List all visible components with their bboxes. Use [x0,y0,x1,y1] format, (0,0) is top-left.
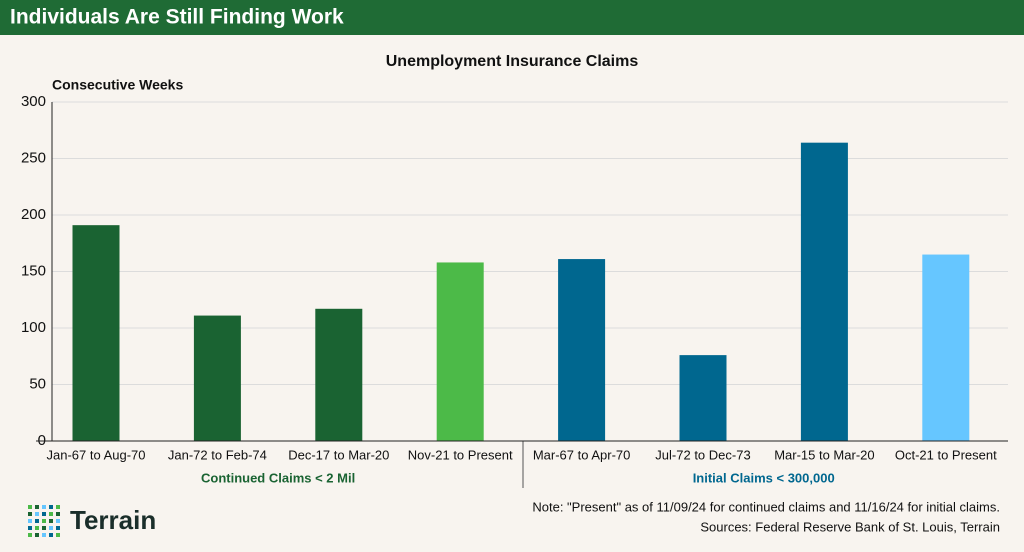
logo-dot [56,526,60,530]
bar [558,259,606,441]
bar [193,315,241,441]
bar [72,225,120,441]
logo-dot [28,526,32,530]
bar [315,308,363,441]
x-tick-label: Jan-67 to Aug-70 [46,447,145,462]
logo-dot [49,526,53,530]
logo-dot [42,519,46,523]
y-tick-label: 300 [21,93,46,110]
y-tick-label: 0 [38,432,46,449]
header-bar [0,0,1024,35]
logo-text: Terrain [70,505,156,535]
logo-dot [49,512,53,516]
logo-dot [49,533,53,537]
logo-dot [49,505,53,509]
y-tick-label: 150 [21,262,46,279]
logo-dot [28,533,32,537]
bar [679,355,727,441]
source: Sources: Federal Reserve Bank of St. Lou… [700,519,1000,534]
logo-dot [56,519,60,523]
y-tick-label: 250 [21,149,46,166]
logo-dot [28,512,32,516]
logo-dot [56,505,60,509]
y-axis-title: Consecutive Weeks [52,77,183,93]
note: Note: "Present" as of 11/09/24 for conti… [532,499,1000,514]
y-tick-label: 100 [21,319,46,336]
chart-title: Unemployment Insurance Claims [386,53,639,70]
bar [922,254,970,441]
logo-dot [42,533,46,537]
x-tick-label: Jul-72 to Dec-73 [655,447,750,462]
x-tick-label: Jan-72 to Feb-74 [168,447,267,462]
logo-dot [35,512,39,516]
group-label: Continued Claims < 2 Mil [201,470,355,485]
logo-dot [28,519,32,523]
logo-dot [42,505,46,509]
y-tick-label: 50 [29,375,46,392]
logo-dot [56,512,60,516]
logo-dot [56,533,60,537]
bar [436,262,484,441]
logo-dot [42,526,46,530]
logo-dot [35,533,39,537]
y-tick-label: 200 [21,206,46,223]
x-tick-label: Nov-21 to Present [408,447,513,462]
logo-dot [42,512,46,516]
logo-dot [35,526,39,530]
x-tick-label: Mar-67 to Apr-70 [533,447,631,462]
logo [28,505,60,537]
logo-dot [49,519,53,523]
bar [800,142,848,441]
logo-dot [35,505,39,509]
header-title: Individuals Are Still Finding Work [10,6,344,29]
logo-dot [28,505,32,509]
x-tick-label: Dec-17 to Mar-20 [288,447,389,462]
x-tick-label: Mar-15 to Mar-20 [774,447,874,462]
group-label: Initial Claims < 300,000 [693,470,835,485]
x-tick-label: Oct-21 to Present [895,447,997,462]
logo-dot [35,519,39,523]
